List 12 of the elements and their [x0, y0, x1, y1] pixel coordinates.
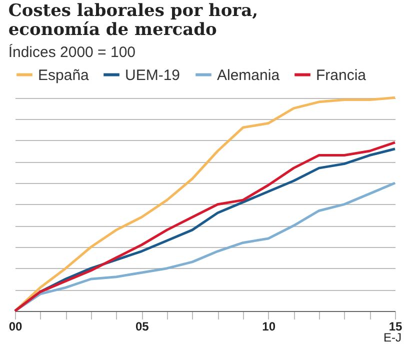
text: Costes laborales por hora, — [8, 1, 258, 21]
chart-subtitle: Índices 2000 = 100 — [8, 43, 136, 61]
x-tick-label: 05 — [135, 320, 150, 334]
x-tick-label: 00 — [8, 320, 22, 334]
legend-label: Alemania — [217, 66, 280, 84]
legend-label: España — [38, 66, 90, 84]
text: E-J — [384, 330, 402, 344]
legend-label: UEM-19 — [125, 66, 180, 84]
text: economía de mercado — [8, 20, 217, 40]
legend-label: Francia — [316, 66, 367, 84]
x-tick-label: 15 — [388, 320, 402, 334]
x-tick-label: 10 — [262, 320, 276, 334]
